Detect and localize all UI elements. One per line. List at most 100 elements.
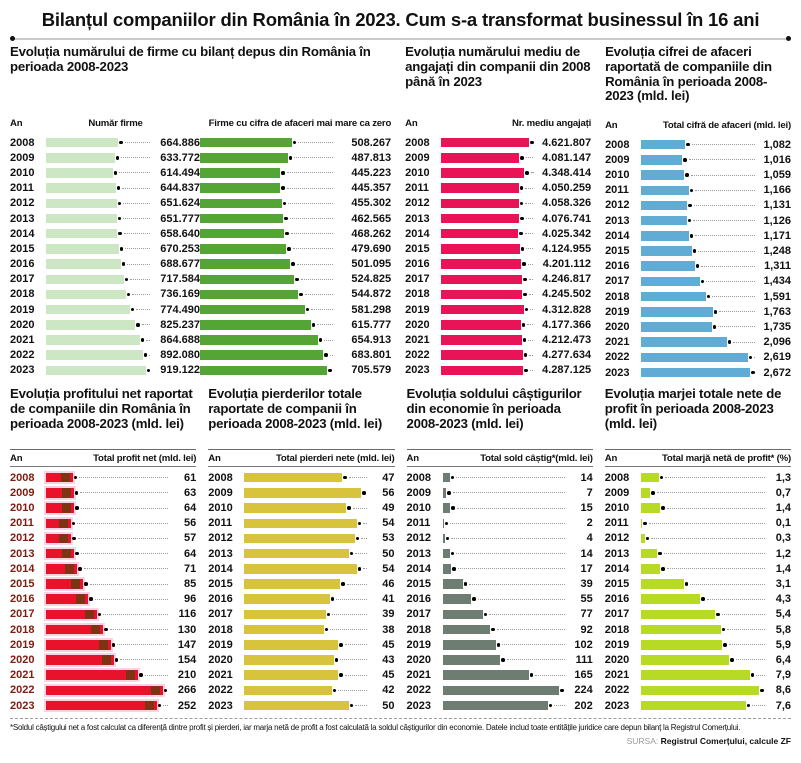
- bar-end-dot: [144, 353, 148, 357]
- year-label: 2009: [10, 152, 46, 164]
- panel-title: Evoluția cifrei de afaceri raportată de …: [605, 45, 791, 104]
- bar-end-dot: [333, 689, 337, 693]
- bar: [46, 534, 71, 544]
- year-label: 2010: [208, 502, 244, 514]
- chart-row: 20201,735: [605, 319, 791, 334]
- year-label: 2023: [10, 364, 46, 376]
- bar-zone: [441, 211, 535, 226]
- leader-line: [110, 629, 169, 630]
- bar-zone: [441, 317, 535, 332]
- chart-row: 20112: [407, 516, 593, 531]
- chart-row: 20228,6: [605, 683, 791, 698]
- chart-row: 20144.025.342: [405, 226, 591, 241]
- year-label: 2016: [405, 258, 441, 270]
- bar: [641, 701, 746, 711]
- bar-zone: [46, 135, 152, 150]
- year-label: 2008: [605, 472, 641, 484]
- year-label: 2015: [605, 245, 641, 257]
- bar: [641, 610, 716, 620]
- col-header-an: An: [10, 119, 22, 129]
- chart-row: 202350: [208, 698, 394, 713]
- chart-row: 20101,4: [605, 501, 791, 516]
- col-header-total-pierderi: Total pierderi nete (mld. lei): [276, 454, 395, 464]
- value-label: 210: [170, 669, 196, 681]
- bar-end-dot: [530, 141, 534, 145]
- bar-end-dot: [125, 278, 129, 282]
- bar-zone: [443, 668, 567, 683]
- col-header-an: An: [405, 119, 417, 129]
- year-label: 2023: [405, 364, 441, 376]
- bar: [200, 138, 292, 148]
- bar-end-dot: [685, 582, 689, 586]
- bar-end-dot: [685, 173, 689, 177]
- chart-row: 201064: [10, 501, 196, 516]
- value-label: 445.223: [335, 167, 391, 179]
- value-label: 7: [567, 487, 593, 499]
- bar-zone: [46, 561, 170, 576]
- value-label: 49: [369, 502, 395, 514]
- leader-line: [90, 584, 168, 585]
- year-label: 2023: [605, 700, 641, 712]
- bar-end-dot: [646, 537, 650, 541]
- value-label: 77: [567, 608, 593, 620]
- leader-line: [340, 659, 366, 660]
- bar-zone: [244, 470, 368, 485]
- value-label: 825.237: [152, 319, 200, 331]
- leader-line: [528, 264, 533, 265]
- bar-zone: [200, 135, 335, 150]
- chart-row: 2019774.490581.298: [10, 302, 391, 317]
- value-label: 56: [170, 517, 196, 529]
- year-label: 2017: [407, 608, 443, 620]
- bar-end-dot: [728, 340, 732, 344]
- chart-row: 201838: [208, 622, 394, 637]
- bar: [443, 564, 452, 574]
- bar-end-dot: [331, 597, 335, 601]
- leader-line: [125, 248, 150, 249]
- bar-end-dot: [350, 552, 354, 556]
- leader-line: [456, 477, 564, 478]
- bar-end-dot: [530, 673, 534, 677]
- leader-line: [525, 188, 533, 189]
- value-label: 479.690: [335, 243, 391, 255]
- bar-zone: [441, 135, 535, 150]
- year-label: 2017: [10, 273, 46, 285]
- bar-zone: [641, 335, 757, 350]
- chart-row: 2016688.677501.095: [10, 257, 391, 272]
- year-label: 2022: [208, 684, 244, 696]
- bar-end-dot: [501, 658, 505, 662]
- leader-line: [531, 172, 533, 173]
- value-label: 1,3: [767, 472, 791, 484]
- chart-row: 20097: [407, 485, 593, 500]
- year-label: 2016: [605, 593, 641, 605]
- value-label: 705.579: [335, 364, 391, 376]
- bar: [46, 168, 113, 178]
- title-divider: [11, 38, 790, 40]
- value-label: 45: [369, 669, 395, 681]
- value-label: 50: [369, 548, 395, 560]
- bar-zone: [244, 561, 368, 576]
- bar-zone: [641, 546, 767, 561]
- bar-end-dot: [131, 308, 135, 312]
- value-label: 64: [170, 548, 196, 560]
- chart-row: 20204.177.366: [405, 317, 591, 332]
- value-label: 4.050.259: [535, 182, 591, 194]
- value-label: 39: [567, 578, 593, 590]
- bar: [46, 473, 73, 483]
- year-label: 2022: [605, 684, 641, 696]
- bar-zone: [46, 501, 170, 516]
- bar-end-dot: [751, 371, 755, 375]
- bar-zone: [641, 576, 767, 591]
- bar-end-dot: [696, 264, 700, 268]
- bar: [443, 655, 501, 665]
- bar-end-dot: [560, 689, 564, 693]
- bar-zone: [443, 485, 567, 500]
- panel-column-headers: An Total cifră de afaceri (mld. lei): [605, 104, 791, 134]
- year-label: 2019: [605, 639, 641, 651]
- chart-row: 200963: [10, 485, 196, 500]
- value-label: 1,248: [757, 245, 791, 257]
- value-label: 4.245.502: [535, 288, 591, 300]
- charts-bottom-row: Evoluția profitului net raportat de comp…: [10, 387, 791, 713]
- leader-line: [526, 157, 533, 158]
- chart-row: 20084.621.807: [405, 135, 591, 150]
- leader-line: [453, 492, 565, 493]
